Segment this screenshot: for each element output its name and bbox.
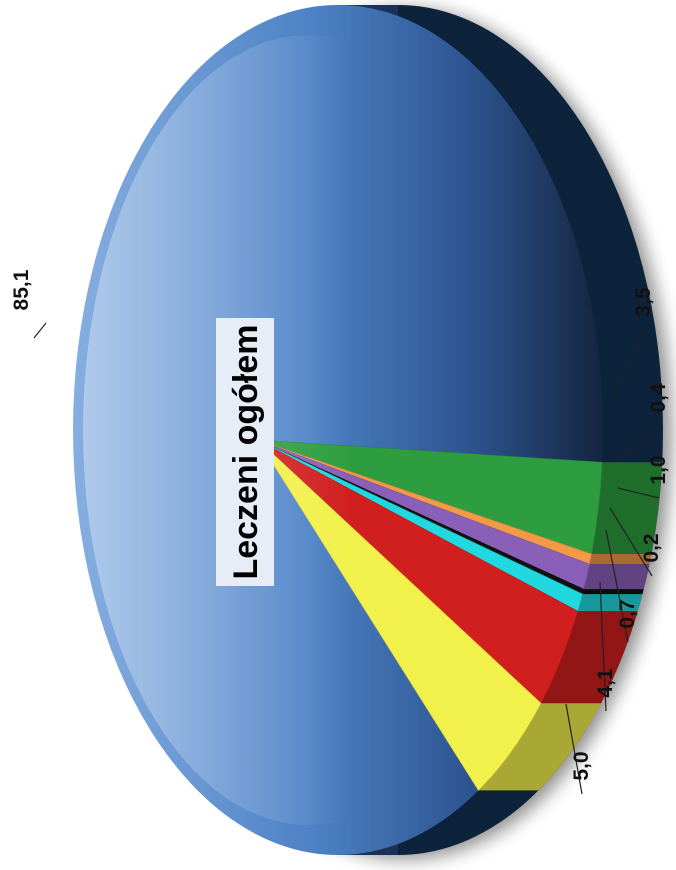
slice-rim-0-4 [589, 554, 652, 565]
leader-0-2 [609, 507, 653, 577]
label-0-7: 0,7 [616, 599, 639, 628]
slice-rim-0-7 [577, 594, 643, 612]
leader-1-0 [617, 487, 660, 499]
label-0-4: 0,4 [647, 383, 670, 413]
chart-title-group: Leczeni ogółem [216, 318, 274, 586]
label-0-2: 0,2 [640, 533, 663, 562]
slice-rim-3-5 [591, 462, 663, 554]
pie-gloss [83, 35, 533, 825]
chart-title: Leczeni ogółem [227, 324, 265, 579]
label-4-1: 4,1 [594, 668, 617, 698]
leader-0-7 [605, 529, 629, 643]
label-5-0: 5,0 [570, 751, 593, 780]
pie-top [73, 5, 603, 855]
slice-rim-5-0 [478, 703, 601, 791]
leader-4-1 [599, 581, 607, 712]
label-85-1: 85,1 [10, 269, 33, 310]
slice-labels: 85,1 3,5 0,4 1,0 0,2 0,7 4,1 5,0 [10, 269, 670, 795]
leader-85-1 [33, 322, 47, 339]
leader-5-0 [565, 703, 583, 795]
leader-0-4 [619, 425, 660, 463]
slice-rim-4-1 [541, 611, 638, 704]
slice-rim-0-2 [582, 589, 644, 595]
label-1-0: 1,0 [647, 455, 670, 484]
leader-3-5 [611, 329, 645, 399]
label-3-5: 3,5 [632, 287, 655, 317]
